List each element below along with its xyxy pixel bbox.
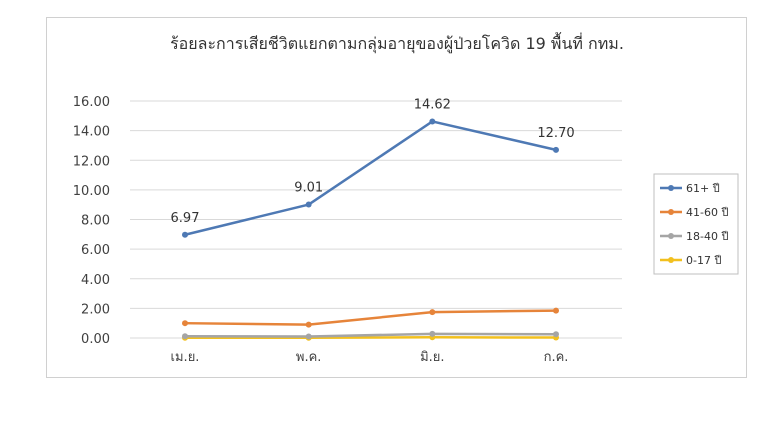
legend-marker <box>668 233 674 239</box>
legend-marker <box>668 185 674 191</box>
series-group: 6.97 9.01 14.62 12.70 <box>171 97 575 341</box>
data-point <box>553 307 559 314</box>
legend-label: 18-40 ปี <box>686 230 728 243</box>
y-tick-label: 12.00 <box>73 154 110 169</box>
series-line <box>184 309 557 326</box>
legend-box <box>653 173 739 275</box>
y-tick-label: 14.00 <box>73 125 110 140</box>
legend-marker <box>668 209 674 215</box>
x-tick-label: พ.ค. <box>296 350 322 365</box>
legend-marker <box>668 257 674 263</box>
data-label: 9.01 <box>294 181 323 196</box>
line-chart: ร้อยละการเสียชีวิตแยกตามกลุ่มอายุของผู้ป… <box>73 32 739 365</box>
data-point <box>305 333 312 340</box>
y-tick-label: 2.00 <box>81 302 110 317</box>
y-tick-label: 6.00 <box>81 243 110 258</box>
chart-frame: ร้อยละการเสียชีวิตแยกตามกลุ่มอายุของผู้ป… <box>46 17 747 378</box>
y-tick-label: 0.00 <box>81 332 110 347</box>
chart-title: ร้อยละการเสียชีวิตแยกตามกลุ่มอายุของผู้ป… <box>170 32 624 54</box>
x-tick-label: มิ.ย. <box>420 350 444 365</box>
legend-label: 61+ ปี <box>686 182 720 195</box>
data-point <box>429 330 436 337</box>
y-tick-label: 10.00 <box>73 184 110 199</box>
y-tick-label: 16.00 <box>73 95 110 110</box>
data-label: 6.97 <box>171 211 200 226</box>
data-point <box>182 320 188 327</box>
data-point <box>429 309 436 316</box>
x-tick-label: ก.ค. <box>544 350 569 365</box>
data-label: 12.70 <box>537 126 574 141</box>
x-axis-ticks: เม.ย. พ.ค. มิ.ย. ก.ค. <box>171 350 569 365</box>
y-axis-ticks: 0.00 2.00 4.00 6.00 8.00 10.00 12.00 14.00 16.00 <box>73 95 110 347</box>
data-point <box>553 146 559 153</box>
data-point <box>182 333 188 340</box>
data-point <box>305 201 312 208</box>
legend-label: 0-17 ปี <box>686 254 721 267</box>
series-line <box>184 120 557 236</box>
data-point <box>553 331 559 338</box>
series-line <box>184 332 557 338</box>
legend-label: 41-60 ปี <box>686 206 728 219</box>
y-tick-label: 8.00 <box>81 214 110 229</box>
gridlines <box>130 100 622 339</box>
x-tick-label: เม.ย. <box>171 350 200 365</box>
data-point <box>429 118 436 125</box>
data-point <box>182 231 188 238</box>
data-label: 14.62 <box>414 97 451 112</box>
legend: 61+ ปี 41-60 ปี 18-40 ปี 0-17 ปี <box>653 173 739 275</box>
data-point <box>305 321 312 328</box>
y-tick-label: 4.00 <box>81 273 110 288</box>
